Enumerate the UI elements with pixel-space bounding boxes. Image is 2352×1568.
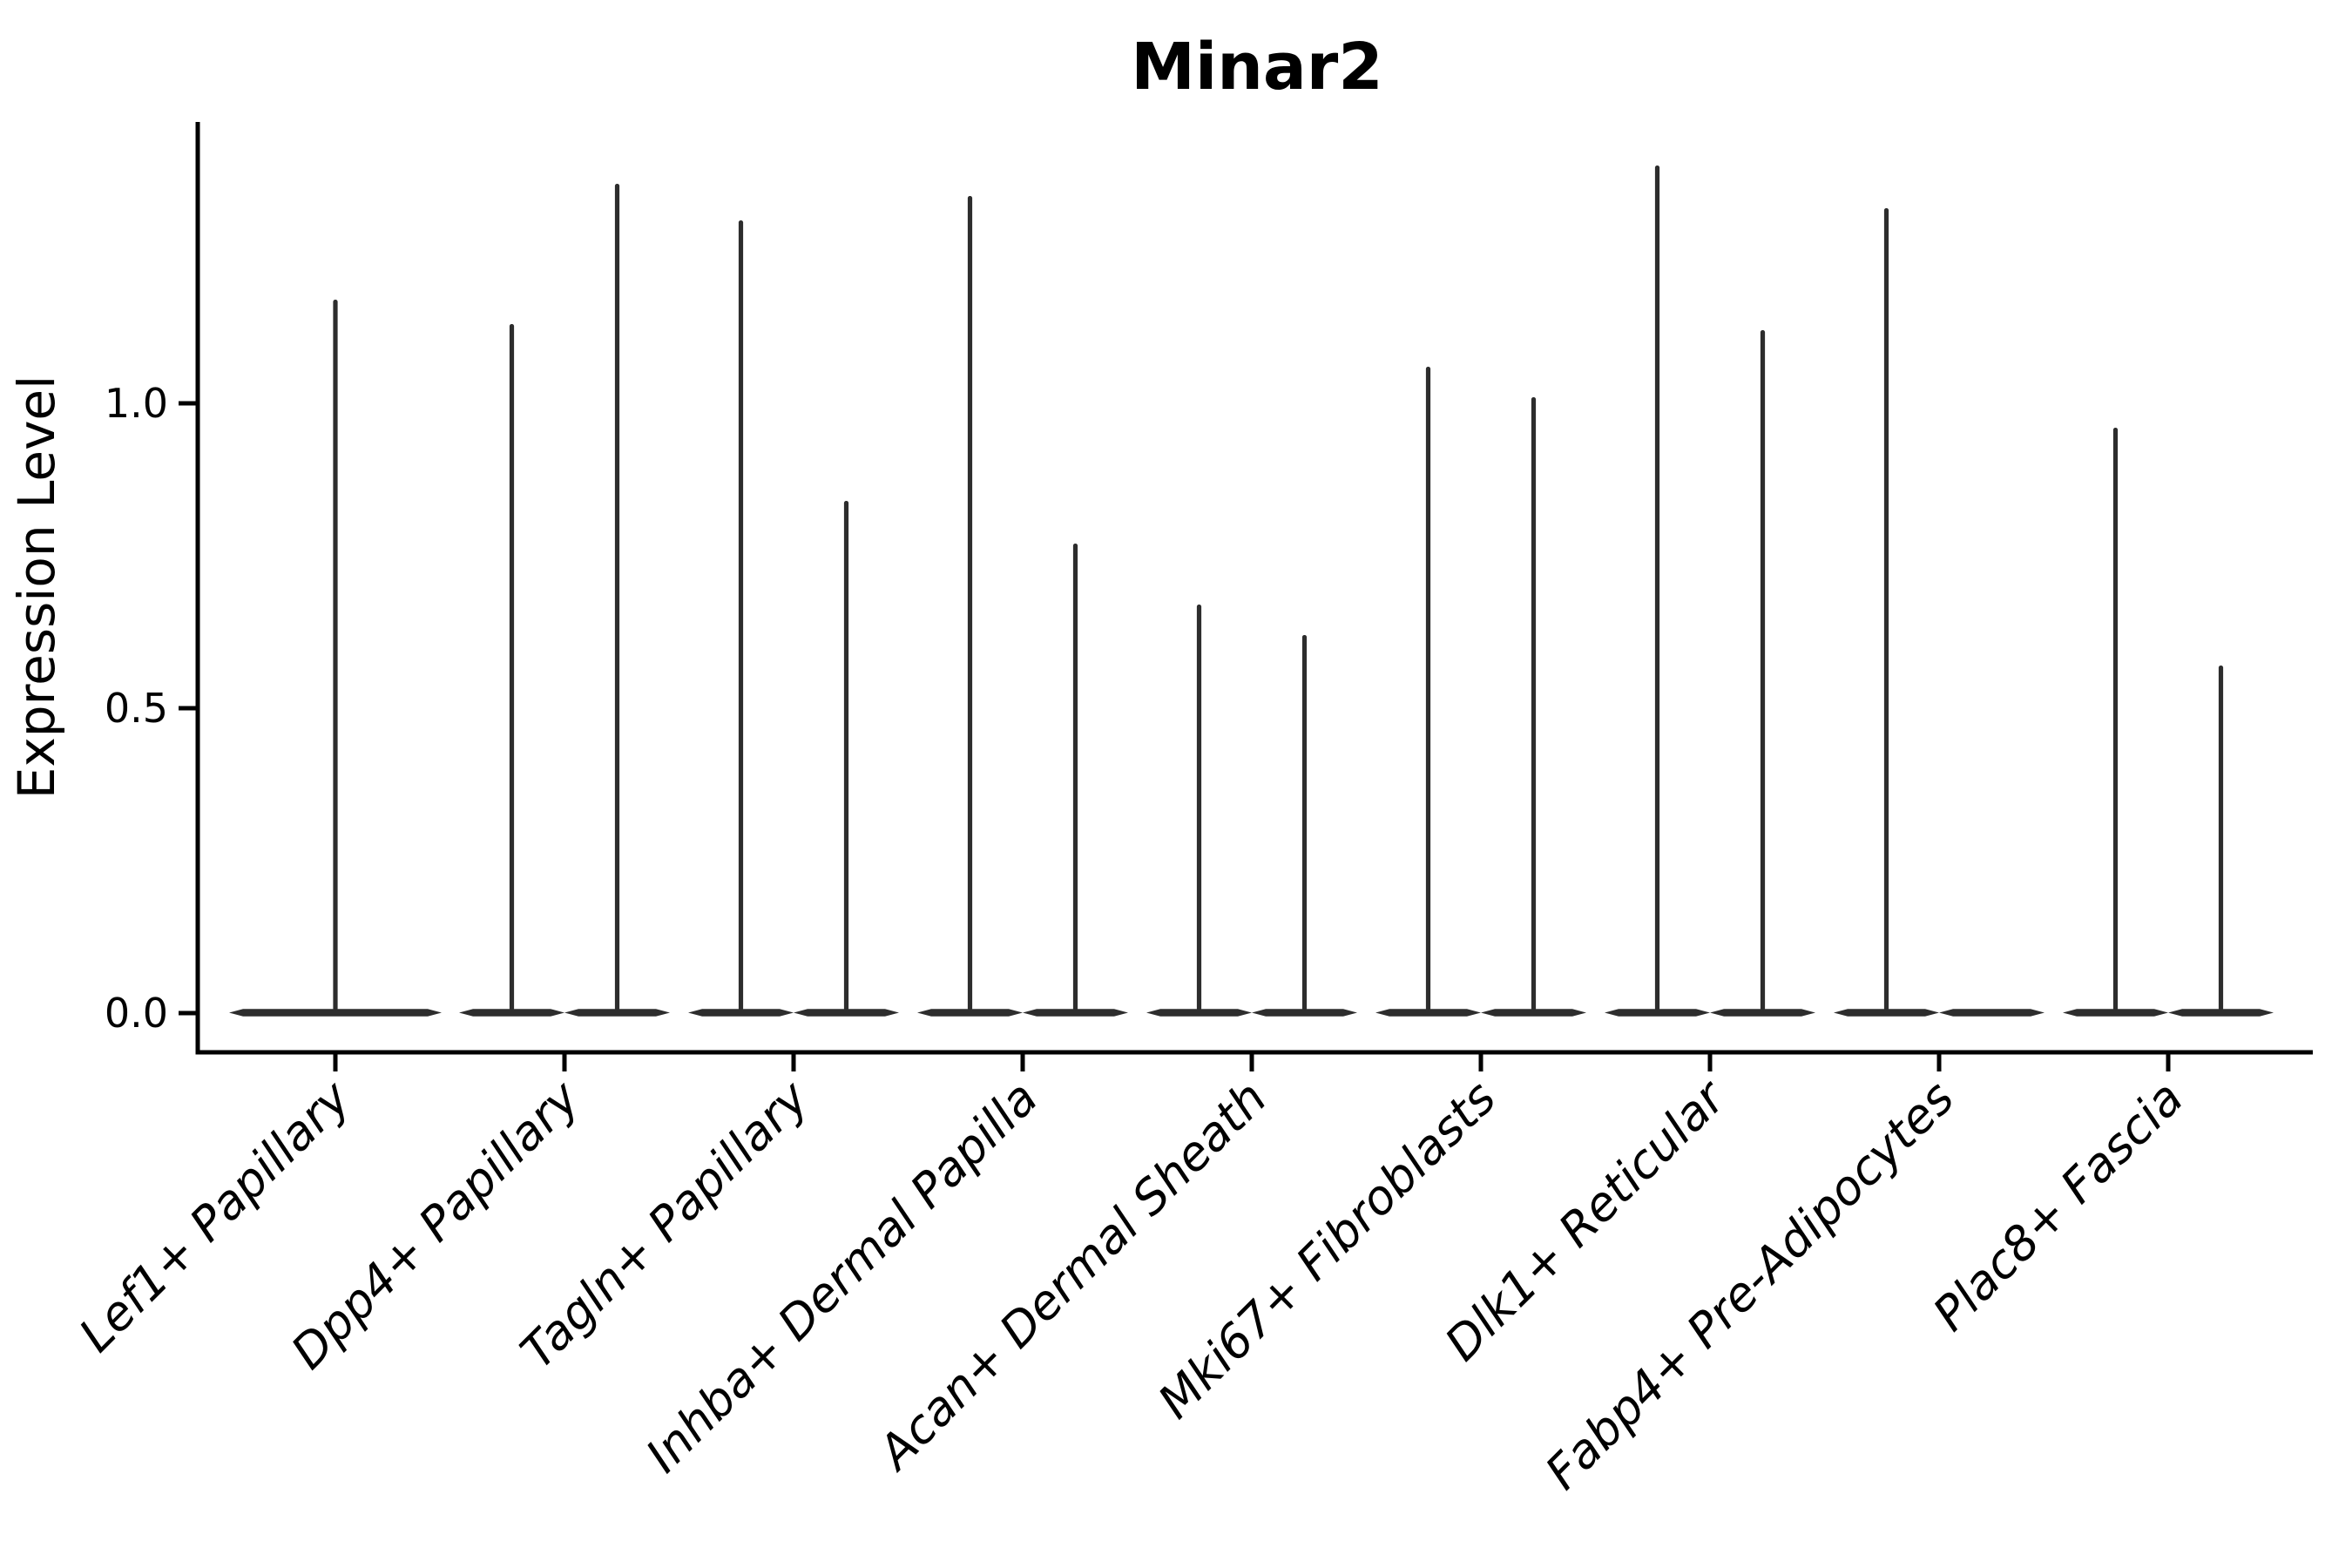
violin-base [229,1009,442,1017]
violin [1605,166,1710,1017]
violin [1710,330,1815,1017]
violin-spike [967,196,973,1010]
violin-base [1481,1009,1586,1017]
violin-base [688,1009,794,1017]
violin-spike [1531,397,1537,1010]
violin-base [917,1009,1023,1017]
y-axis-label: Expression Level [7,375,66,799]
x-tick-label: Fabp4+ Pre-Adipocytes [1535,1071,1964,1500]
violin [794,501,899,1017]
violin [917,196,1023,1017]
violin-spike [509,324,515,1010]
violin [1939,1009,2044,1017]
violin [459,324,564,1017]
x-tick-label: Inhba+ Dermal Papilla [635,1071,1048,1484]
violin-spike [2112,428,2119,1010]
violin-spike [1196,605,1202,1010]
violin-base [1023,1009,1128,1017]
violin-spike [1654,166,1660,1010]
violin-base [794,1009,899,1017]
violin-base [1146,1009,1252,1017]
y-tick-label: 1.0 [105,380,168,427]
x-tick-label: Plac8+ Fascia [1923,1071,2193,1342]
violin-base [2063,1009,2168,1017]
violin [1146,605,1252,1017]
violin-spike [843,501,849,1010]
violin-spike [2218,666,2224,1010]
violin-base [1939,1009,2044,1017]
violin-base [2168,1009,2274,1017]
violin-spike [1301,635,1308,1010]
violin [1252,635,1357,1017]
violin-spike [738,220,744,1010]
violin-base [1375,1009,1481,1017]
x-tick-label: Acan+ Dermal Sheath [866,1071,1277,1482]
y-tick-label: 0.0 [105,990,168,1037]
x-axis-ticks [333,1054,2171,1071]
violin-base [1834,1009,1939,1017]
y-axis-ticks: 0.0 0.5 1.0 [105,380,196,1037]
violin [1481,397,1586,1017]
violin [688,220,794,1017]
violin-base [1605,1009,1710,1017]
chart-title: Minar2 [1131,30,1383,105]
violin-spike [1760,330,1766,1010]
violin [229,300,442,1017]
violin-base [1252,1009,1357,1017]
violin [1375,367,1481,1017]
violin-spike [333,300,338,1010]
violin [1023,544,1128,1017]
violins [229,166,2274,1017]
violin [564,184,670,1017]
violin-base [459,1009,564,1017]
y-tick-label: 0.5 [105,685,168,732]
violin-spike [1072,544,1078,1010]
violin-base [564,1009,670,1017]
violin [1834,208,1939,1017]
violin [2063,428,2168,1017]
violin-spike [614,184,620,1010]
violin-spike [1425,367,1431,1010]
violin-spike [1883,208,1889,1010]
violin [2168,666,2274,1017]
violin-base [1710,1009,1815,1017]
